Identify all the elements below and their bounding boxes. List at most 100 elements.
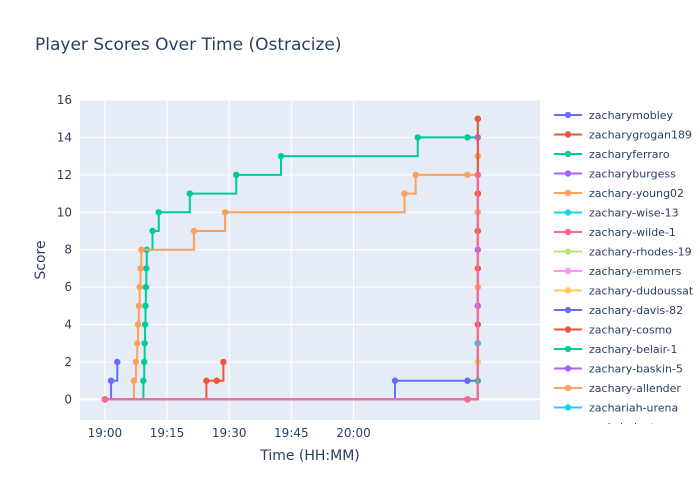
data-point [143, 265, 150, 272]
legend-label: zacharymobley [589, 109, 674, 122]
legend-item[interactable]: zachary-rhodes-19 [554, 246, 692, 259]
data-point [186, 190, 194, 197]
data-point [135, 302, 143, 310]
legend-item[interactable]: zacharyburgess [554, 168, 676, 181]
legend-item[interactable]: zachary-dudoussat [554, 285, 694, 298]
y-axis-ticks: 0 2 4 6 8 10 12 14 16 [57, 93, 72, 406]
legend-marker [564, 189, 572, 197]
legend-label: zachary-davis-82 [589, 304, 683, 317]
data-point [464, 377, 471, 384]
legend-item[interactable]: zachary-belair-1 [554, 343, 677, 356]
legend[interactable]: zacharymobley zacharygrogan189 zacharyferr… [554, 109, 694, 434]
data-point [141, 358, 148, 366]
series-layer [101, 115, 482, 403]
legend-item[interactable]: zachary-young02 [554, 187, 684, 200]
data-point [203, 377, 210, 384]
legend-item[interactable]: zachary-wise-13 [554, 207, 679, 220]
data-point [464, 134, 471, 141]
legend-marker [564, 267, 572, 275]
legend-label: zacharyburgess [589, 168, 676, 181]
y-axis-title: Score [33, 240, 49, 279]
data-point [155, 209, 162, 216]
legend-item[interactable]: zachary-davis-82 [554, 304, 683, 317]
series-line [104, 174, 479, 401]
data-point [412, 171, 419, 179]
data-point [132, 358, 140, 366]
x-axis-ticks: 19:00 19:15 19:30 19:45 20:00 [88, 426, 371, 440]
legend-label: zacharyferraro [589, 148, 670, 161]
legend-item[interactable]: zachariah-urena [554, 402, 678, 415]
data-point [138, 246, 145, 253]
legend-item[interactable]: zachary-wilde-1 [554, 226, 676, 239]
x-tick-label: 19:45 [274, 426, 309, 440]
y-tick-label: 6 [64, 280, 72, 294]
y-tick-label: 16 [57, 93, 72, 107]
y-tick-label: 10 [57, 205, 72, 219]
legend-label: zachary-baskin-5 [589, 363, 683, 376]
legend-label: zachary-young02 [589, 187, 684, 200]
x-tick-label: 19:15 [150, 426, 185, 440]
y-tick-label: 0 [64, 392, 72, 406]
legend-label: zachary-wilde-1 [589, 226, 676, 239]
legend-marker [564, 209, 572, 216]
legend-item[interactable]: zacharyferraro [554, 148, 670, 161]
legend-marker [564, 248, 572, 255]
chart-title: Player Scores Over Time (Ostracize) [35, 35, 342, 55]
legend-item[interactable]: zacharymobley [554, 109, 674, 122]
y-tick-label: 4 [64, 318, 72, 332]
data-point [220, 358, 227, 366]
legend-marker [564, 131, 572, 138]
legend-label: zachary-belair-1 [589, 343, 677, 356]
data-point [133, 340, 141, 347]
legend-item[interactable]: zach_ludgate [554, 421, 662, 434]
legend-marker [564, 345, 572, 353]
data-point [107, 377, 115, 384]
legend-item[interactable]: zacharygrogan189 [554, 129, 692, 142]
x-tick-label: 19:30 [212, 426, 247, 440]
data-point [101, 396, 109, 403]
plot-area [80, 100, 540, 420]
data-point [391, 377, 399, 384]
data-point [190, 227, 198, 235]
data-point [221, 209, 229, 216]
x-tick-label: 20:00 [336, 426, 371, 440]
data-point [137, 265, 144, 272]
data-point [130, 377, 138, 384]
legend-label: zachary-wise-13 [589, 207, 679, 220]
legend-label: zachariah-urena [589, 402, 678, 415]
legend-label: zachary-rhodes-19 [589, 246, 692, 259]
data-point [277, 152, 285, 160]
legend-label: zacharygrogan189 [589, 129, 692, 142]
legend-label: zachary-emmers [589, 265, 682, 278]
legend-label: zachary-allender [589, 382, 681, 395]
data-point [141, 340, 148, 347]
y-tick-label: 12 [57, 168, 72, 182]
y-tick-label: 2 [64, 355, 72, 369]
data-point [136, 283, 143, 291]
legend-marker [564, 365, 572, 372]
legend-marker [564, 111, 572, 119]
legend-marker [564, 326, 572, 333]
series-zach_ludgate [101, 171, 482, 403]
legend-marker [564, 306, 572, 314]
y-tick-label: 8 [64, 243, 72, 257]
x-tick-label: 19:00 [88, 426, 123, 440]
data-point [401, 190, 408, 197]
y-tick-label: 14 [57, 130, 72, 144]
legend-item[interactable]: zachary-emmers [554, 265, 682, 278]
data-point [464, 171, 471, 179]
legend-item[interactable]: zachary-allender [554, 382, 681, 395]
legend-marker [564, 384, 572, 392]
legend-label: zachary-dudoussat [589, 285, 694, 298]
legend-item[interactable]: zachary-cosmo [554, 324, 672, 337]
data-point [474, 115, 482, 122]
legend-marker [564, 228, 572, 236]
legend-label: zach_ludgate [589, 421, 662, 434]
data-point [233, 171, 240, 179]
data-point [149, 227, 156, 235]
data-point [134, 321, 142, 328]
x-axis-title: Time (HH:MM) [259, 448, 360, 464]
legend-label: zachary-cosmo [589, 324, 672, 337]
legend-item[interactable]: zachary-baskin-5 [554, 363, 683, 376]
